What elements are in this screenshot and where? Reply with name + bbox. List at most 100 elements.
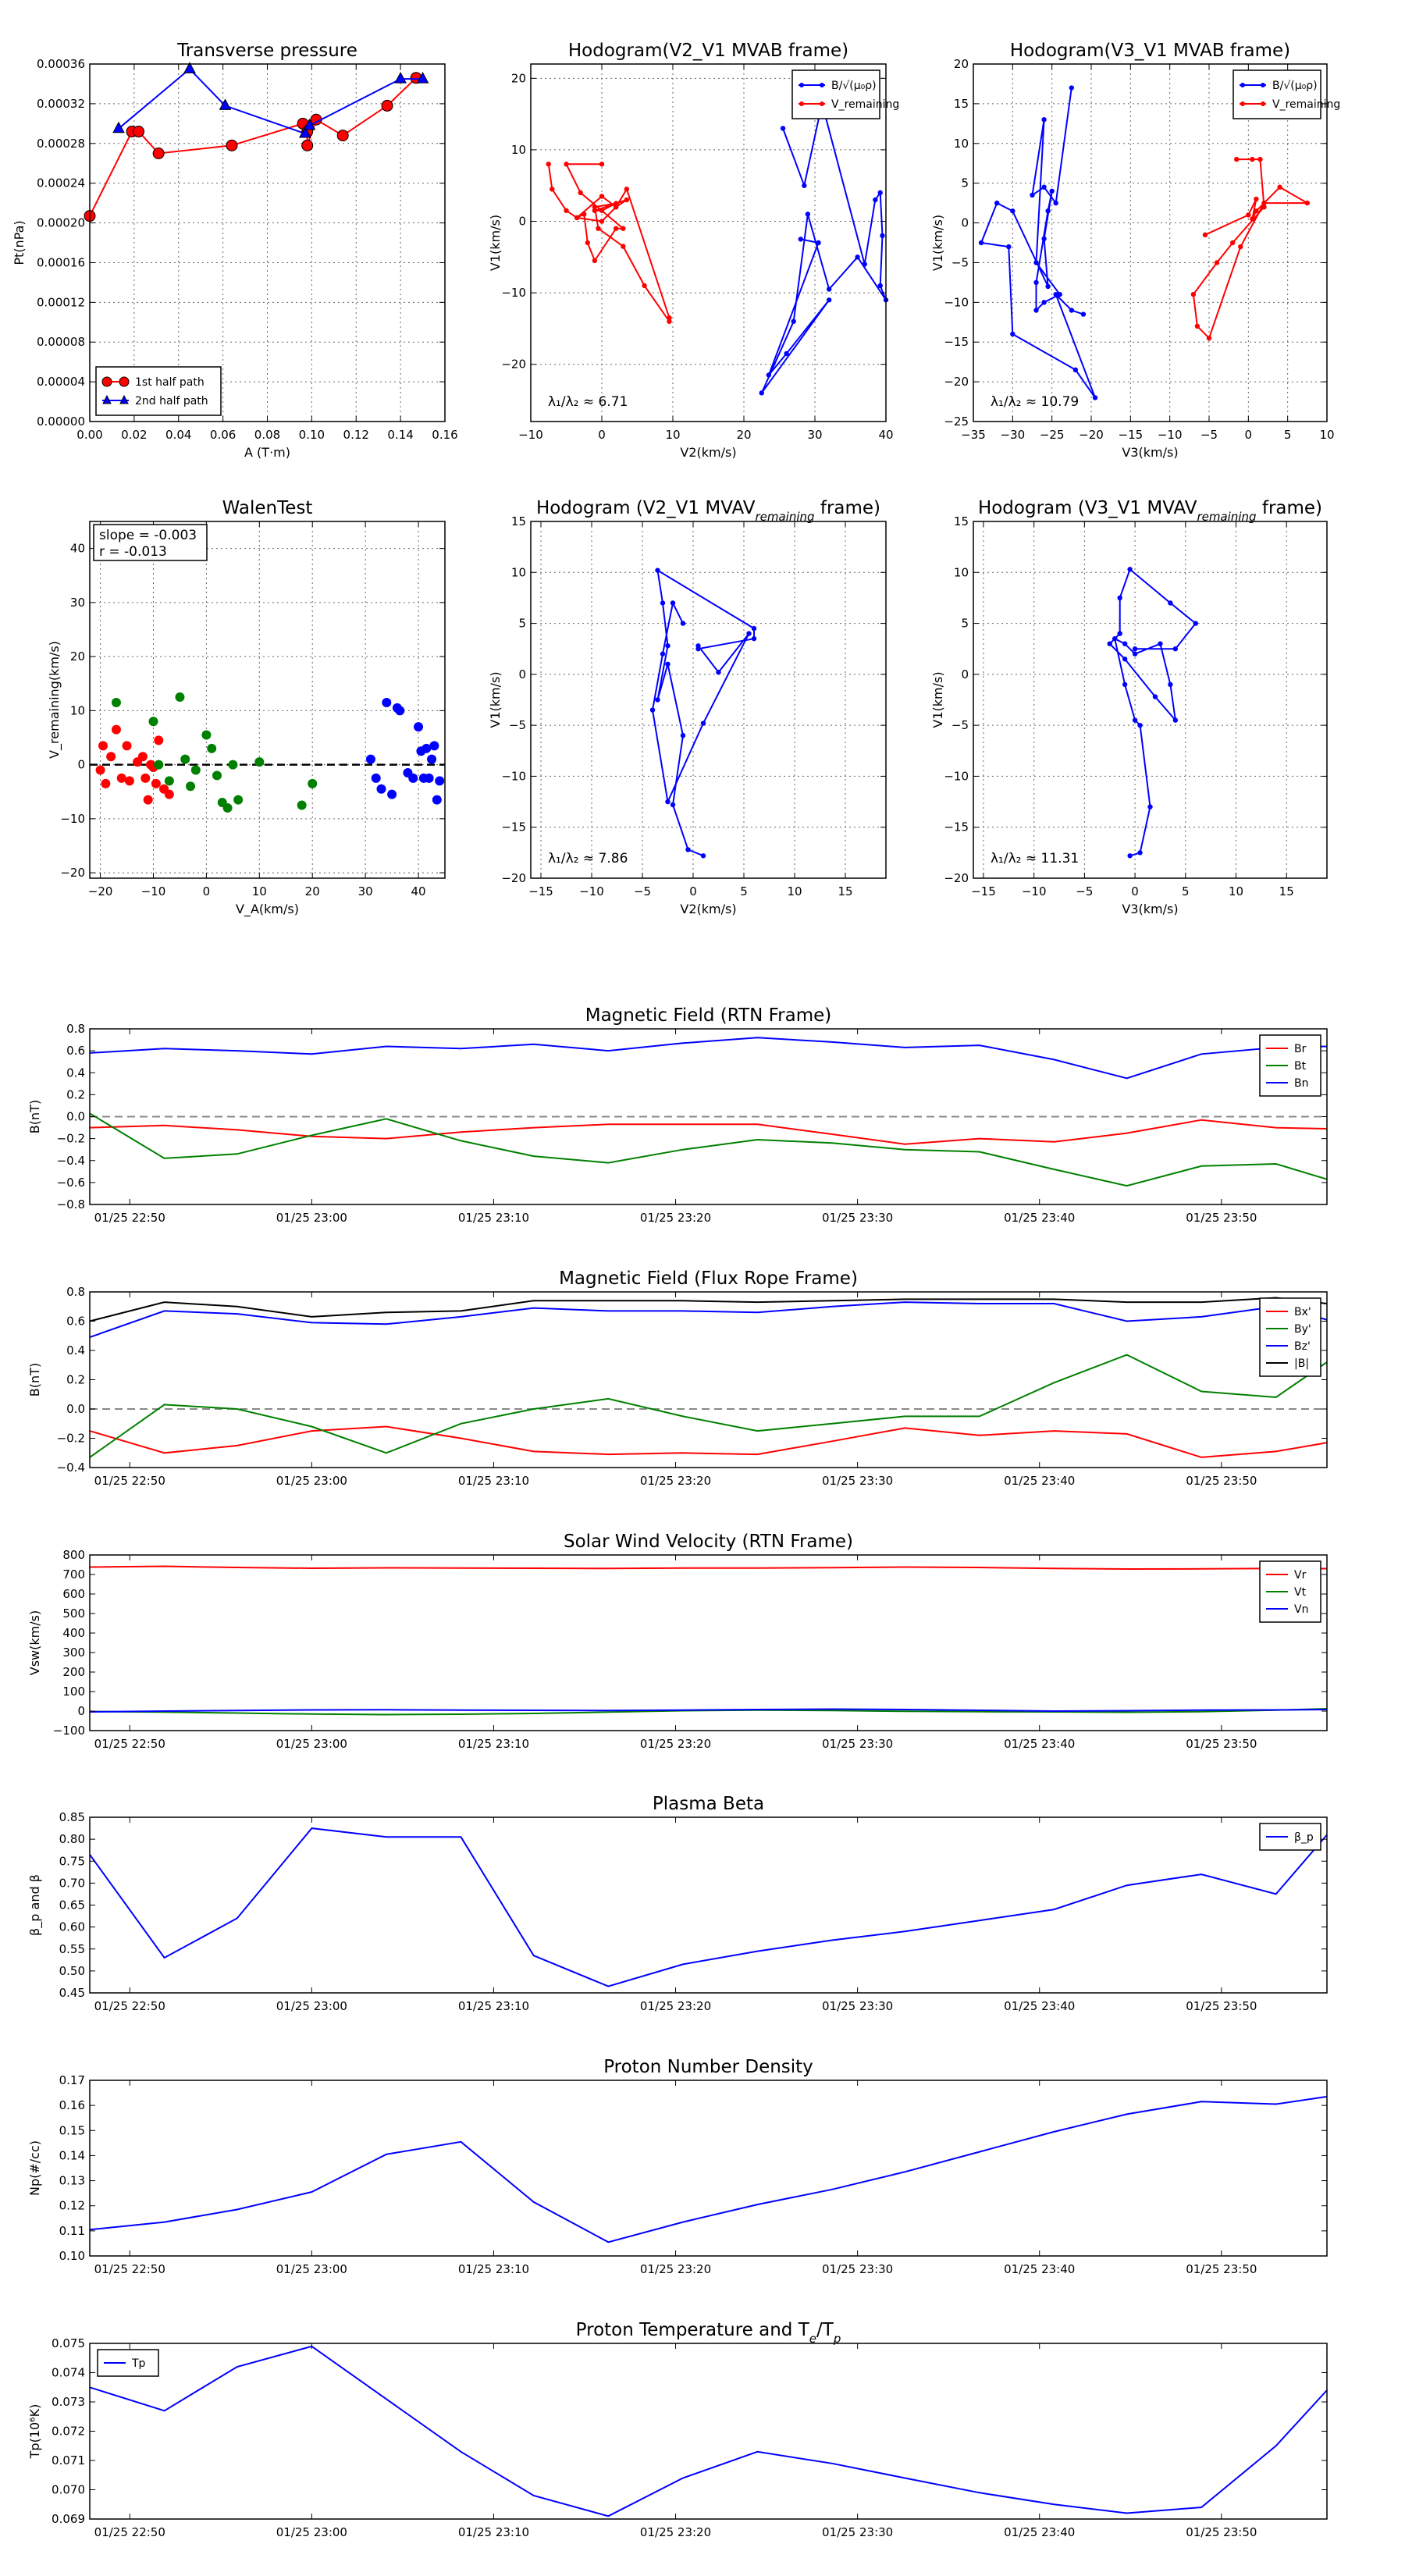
data-point [301, 139, 314, 151]
data-point [414, 722, 424, 732]
y-tick-label: 0 [961, 667, 969, 681]
data-point [1122, 641, 1128, 646]
data-point [219, 98, 232, 110]
legend-label: 1st half path [135, 376, 205, 389]
x-tick-label: 01/25 23:00 [276, 2525, 347, 2539]
x-tick-label: 30 [358, 884, 373, 898]
y-tick-label: −10 [60, 812, 85, 826]
data-point [855, 254, 860, 260]
data-point [1254, 196, 1259, 202]
legend-label: Tp [131, 2357, 146, 2370]
data-point [655, 568, 660, 573]
data-point [1069, 85, 1075, 91]
data-point [1072, 367, 1079, 373]
data-point [416, 72, 429, 84]
y-axis-label: Np(#/cc) [27, 2140, 42, 2196]
legend-marker [1240, 83, 1245, 87]
data-point [95, 765, 105, 775]
data-point [164, 776, 174, 786]
data-point [1132, 717, 1138, 723]
x-tick-label: 20 [305, 884, 320, 898]
legend-box [1259, 1297, 1321, 1377]
chart-walen-test: −20 −10 0 10 20 30 40 −20 −10 0 10 20 30 40 WalenTest V… [47, 498, 446, 917]
y-tick-label: 0.55 [59, 1942, 85, 1956]
x-tick-label: 01/25 23:50 [1186, 2525, 1257, 2539]
y-tick-label: 0.16 [59, 2098, 85, 2112]
legend-marker [820, 83, 824, 87]
legend-label: Bx' [1294, 1306, 1311, 1318]
data-point [371, 773, 381, 783]
x-tick-label: 01/25 23:10 [458, 1999, 529, 2013]
data-point [1230, 240, 1236, 246]
data-point [133, 126, 145, 138]
data-point [751, 635, 757, 642]
data-point [751, 625, 757, 632]
data-point [1092, 395, 1098, 400]
chart-hodogram-v2-v1-mvab: −10 0 10 20 30 40 −20 −10 0 10 20 Hodogram(V2_V1 MV… [488, 41, 899, 460]
data-point [1137, 850, 1143, 856]
data-point [1006, 244, 1012, 250]
y-tick-label: 10 [954, 565, 969, 579]
x-tick-label: 0 [689, 884, 697, 898]
x-tick-label: 01/25 23:20 [640, 2262, 711, 2276]
chart-title: Hodogram (V3_V1 MVAVremaining frame) [978, 498, 1322, 524]
legend-marker [1240, 101, 1245, 106]
data-point [424, 773, 434, 783]
data-point [228, 760, 238, 770]
data-point [805, 212, 811, 217]
x-tick-label: 20 [736, 428, 751, 442]
legend-label: Vn [1294, 1603, 1308, 1616]
y-tick-label: 0.45 [59, 1986, 85, 2000]
x-tick-label: 01/25 23:00 [276, 1211, 347, 1225]
series-line [1108, 568, 1197, 857]
ratio-annotation: λ₁/λ₂ ≈ 6.71 [548, 394, 628, 410]
data-point [1202, 232, 1208, 238]
data-point [1041, 300, 1047, 305]
data-point [1033, 308, 1039, 313]
data-point [994, 200, 1000, 206]
y-tick-label: 0.12 [59, 2199, 85, 2213]
legend-label: V_remaining [1272, 98, 1340, 111]
legend-box [95, 366, 222, 416]
x-tick-label: 01/25 22:50 [94, 2525, 165, 2539]
y-tick-label: 0.50 [59, 1964, 85, 1978]
data-point [164, 789, 174, 799]
x-tick-label: −30 [1001, 428, 1026, 442]
data-point [546, 162, 551, 167]
y-tick-label: −0.2 [57, 1132, 85, 1146]
data-point [585, 240, 590, 246]
data-point [148, 717, 158, 727]
data-point [1172, 646, 1179, 652]
data-point [582, 212, 587, 217]
data-point [98, 741, 108, 751]
y-tick-label: −10 [944, 295, 969, 309]
data-point [759, 390, 764, 396]
data-point [1127, 567, 1133, 572]
data-point [106, 752, 116, 762]
series-line [980, 87, 1096, 399]
x-tick-label: −10 [141, 884, 166, 898]
chart-title: Magnetic Field (Flux Rope Frame) [559, 1268, 858, 1289]
y-tick-label: 20 [511, 71, 526, 85]
x-tick-label: 15 [1279, 884, 1294, 898]
x-tick-label: 0.14 [387, 428, 413, 442]
x-axis-label: A (T·m) [244, 445, 290, 460]
y-tick-label: 500 [62, 1606, 85, 1621]
chart-hodogram-v3-v1-mvav: −15 −10 −5 0 5 10 15−20−15−10−5051015Hodogram … [930, 498, 1328, 916]
y-tick-label: 800 [62, 1548, 85, 1562]
chart-title: Magnetic Field (RTN Frame) [585, 1005, 832, 1026]
x-tick-label: 0.16 [432, 428, 457, 442]
data-point [151, 778, 161, 788]
y-tick-label: 20 [70, 649, 85, 664]
y-tick-label: 5 [961, 617, 969, 631]
legend-box [1232, 69, 1321, 119]
y-tick-label: 700 [62, 1567, 85, 1582]
data-point [186, 781, 196, 792]
y-tick-label: −20 [501, 871, 526, 885]
data-point [642, 283, 647, 289]
y-tick-label: 0.0 [66, 1110, 85, 1124]
y-tick-label: 5 [961, 176, 969, 190]
chart-title: Solar Wind Velocity (RTN Frame) [564, 1532, 853, 1552]
y-tick-label: 0.074 [52, 2366, 85, 2380]
y-tick-label: 0.4 [66, 1066, 85, 1080]
